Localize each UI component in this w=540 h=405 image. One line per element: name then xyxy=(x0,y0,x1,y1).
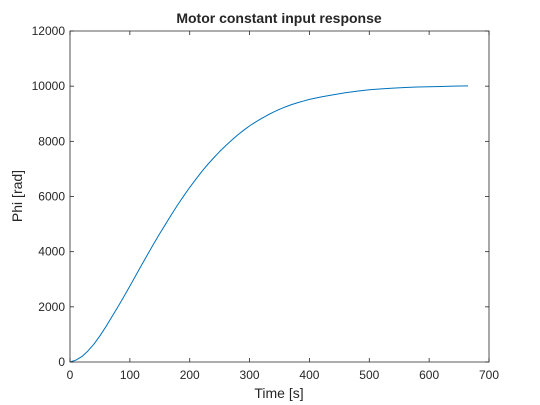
x-tick-label: 400 xyxy=(299,368,319,382)
x-tick-label: 0 xyxy=(67,368,74,382)
series-layer xyxy=(69,85,469,363)
y-tick-label: 2000 xyxy=(38,300,65,314)
y-tick-label: 10000 xyxy=(32,79,66,93)
y-tick-label: 8000 xyxy=(38,134,65,148)
chart-title: Motor constant input response xyxy=(176,10,382,26)
x-tick-label: 500 xyxy=(359,368,379,382)
plot-area xyxy=(70,31,489,362)
y-tick-label: 0 xyxy=(58,355,65,369)
x-tick-label: 100 xyxy=(120,368,140,382)
y-tick-label: 12000 xyxy=(32,24,66,38)
y-tick-label: 4000 xyxy=(38,245,65,259)
x-axis-label: Time [s] xyxy=(254,385,303,401)
y-axis: 0 2000 4000 6000 8000 10000 12000 xyxy=(32,24,489,369)
x-tick-label: 700 xyxy=(479,368,499,382)
y-axis-label: Phi [rad] xyxy=(9,170,25,222)
x-axis: 0 100 200 300 400 500 600 700 xyxy=(67,31,499,382)
x-tick-label: 300 xyxy=(240,368,260,382)
x-tick-label: 200 xyxy=(180,368,200,382)
series-line-0 xyxy=(69,85,469,363)
y-tick-label: 6000 xyxy=(38,190,65,204)
x-tick-label: 600 xyxy=(419,368,439,382)
